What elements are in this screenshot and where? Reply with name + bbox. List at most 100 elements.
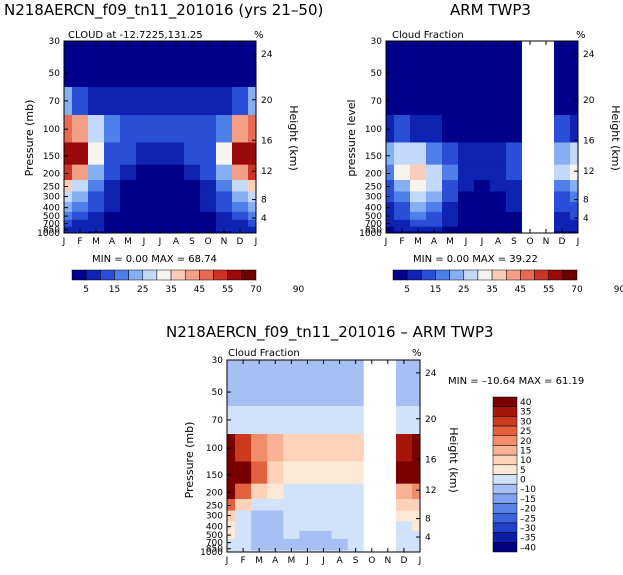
heatmap-cell-model bbox=[88, 202, 105, 213]
heatmap-cell-model bbox=[120, 191, 137, 203]
heatmap-cell-diff bbox=[347, 510, 365, 522]
heatmap-cell-model bbox=[64, 164, 73, 181]
x-tick-label-diff: F bbox=[240, 556, 245, 566]
colorbar-swatch-diff bbox=[492, 464, 518, 475]
heatmap-cell-obs bbox=[570, 180, 579, 193]
heatmap-cell-model bbox=[216, 142, 233, 166]
y-tick-label-model: 50 bbox=[49, 69, 61, 79]
heatmap-cell-model bbox=[136, 180, 153, 193]
heatmap-cell-model bbox=[152, 219, 169, 228]
colorbar-swatch-obs bbox=[491, 269, 507, 281]
heatmap-cell-diff bbox=[347, 521, 365, 532]
heatmap-cell-obs bbox=[410, 86, 427, 116]
heatmap-cell-model bbox=[64, 211, 73, 221]
x-tick-label-model: N bbox=[221, 237, 228, 247]
heatmap-cell-diff bbox=[227, 434, 236, 462]
heatmap-cell-diff bbox=[299, 530, 316, 540]
heatmap-cell-diff bbox=[395, 360, 413, 377]
y-tick-label-obs: 300 bbox=[365, 193, 382, 203]
x-tick-label-model: A bbox=[109, 237, 116, 247]
x-tick-label-obs: J bbox=[384, 237, 388, 247]
heatmap-cell-obs bbox=[426, 191, 443, 203]
x-tick-label-diff: A bbox=[336, 556, 343, 566]
colorbar-label-diff: 5 bbox=[520, 466, 526, 476]
heatmap-cell-obs bbox=[570, 211, 579, 221]
heatmap-cell-obs bbox=[386, 86, 395, 116]
heatmap-cell-obs bbox=[474, 86, 491, 116]
heatmap-cell-model bbox=[232, 115, 249, 143]
colorbar-swatch-diff bbox=[492, 445, 518, 456]
y2-tick-label-obs: 4 bbox=[583, 214, 589, 224]
heatmap-cell-obs bbox=[386, 164, 395, 181]
y-tick-label-obs: 500 bbox=[365, 212, 382, 222]
heatmap-cell-model bbox=[64, 86, 73, 116]
y2-tick-label-diff: 4 bbox=[425, 533, 431, 543]
heatmap-cell-model bbox=[88, 41, 105, 58]
heatmap-cell-model bbox=[104, 211, 121, 221]
heatmap-cell-model bbox=[184, 164, 201, 181]
colorbar-label-model: 35 bbox=[165, 285, 176, 295]
y2-tick-label-obs: 12 bbox=[583, 167, 594, 177]
heatmap-cell-obs bbox=[410, 115, 427, 143]
heatmap-cell-diff bbox=[395, 510, 413, 522]
colorbar-swatch-model bbox=[227, 269, 243, 281]
heatmap-cell-model bbox=[104, 191, 121, 203]
heatmap-cell-obs bbox=[570, 115, 579, 143]
colorbar-swatch-obs bbox=[463, 269, 479, 281]
heatmap-cell-model bbox=[88, 219, 105, 228]
heatmap-cell-model bbox=[88, 180, 105, 193]
y-tick-label-obs: 250 bbox=[365, 183, 382, 193]
heatmap-cell-model bbox=[216, 86, 233, 116]
heatmap-cell-model bbox=[248, 164, 257, 181]
heatmap-cell-model bbox=[248, 115, 257, 143]
heatmap-cell-diff bbox=[283, 521, 300, 532]
heatmap-cell-diff bbox=[299, 434, 316, 462]
heatmap-cell-model bbox=[88, 191, 105, 203]
heatmap-cell-model bbox=[200, 219, 217, 228]
heatmap-cell-model bbox=[152, 211, 169, 221]
colorbar-label-obs: 90 bbox=[614, 285, 623, 295]
heatmap-cell-diff bbox=[283, 538, 300, 547]
x-tick-label-diff: M bbox=[255, 556, 263, 566]
panel-model-title: N218AERCN_f09_tn11_201016 (yrs 21–50) bbox=[4, 1, 323, 20]
heatmap-cell-model bbox=[232, 180, 249, 193]
colorbar-swatch-obs bbox=[406, 269, 422, 281]
heatmap-cell-diff bbox=[299, 510, 316, 522]
heatmap-cell-diff bbox=[395, 434, 413, 462]
colorbar-swatch-obs bbox=[505, 269, 521, 281]
x-tick-label-model: O bbox=[204, 237, 211, 247]
heatmap-cell-diff bbox=[395, 530, 413, 540]
x-tick-label-obs: F bbox=[399, 237, 404, 247]
heatmap-cell-obs bbox=[474, 211, 491, 221]
colorbar-label-diff: –15 bbox=[520, 495, 536, 505]
colorbar-label-obs: 5 bbox=[404, 285, 410, 295]
heatmap-cell-model bbox=[184, 86, 201, 116]
heatmap-cell-model bbox=[64, 219, 73, 228]
y2-tick-label-diff: 12 bbox=[425, 486, 436, 496]
heatmap-cell-model bbox=[72, 57, 89, 88]
heatmap-cell-obs bbox=[554, 41, 571, 58]
heatmap-cell-obs bbox=[442, 41, 459, 58]
heatmap-cell-diff bbox=[227, 521, 236, 532]
heatmap-cell-diff bbox=[347, 434, 365, 462]
colorbar-swatch-model bbox=[142, 269, 158, 281]
heatmap-cell-diff bbox=[283, 405, 300, 435]
panel-model-stats: MIN = 0.00 MAX = 68.74 bbox=[92, 254, 217, 265]
heatmap-cell-model bbox=[248, 142, 257, 166]
heatmap-cell-diff bbox=[235, 376, 252, 407]
heatmap-cell-diff bbox=[411, 376, 421, 407]
y2-tick-label-model: 24 bbox=[261, 50, 273, 60]
heatmap-cell-obs bbox=[394, 57, 411, 88]
heatmap-cell-model bbox=[72, 86, 89, 116]
panel-diff-y2label: Height (km) bbox=[447, 427, 460, 493]
heatmap-cell-model bbox=[152, 164, 169, 181]
x-tick-label-diff: O bbox=[368, 556, 375, 566]
heatmap-cell-obs bbox=[442, 180, 459, 193]
y2-tick-label-obs: 20 bbox=[583, 96, 595, 106]
panel-obs-ylabel: pressure level bbox=[345, 99, 358, 176]
heatmap-cell-obs bbox=[506, 219, 523, 228]
heatmap-cell-diff bbox=[331, 461, 349, 485]
heatmap-cell-model bbox=[200, 191, 217, 203]
heatmap-cell-diff bbox=[299, 405, 316, 435]
heatmap-cell-obs bbox=[490, 211, 507, 221]
